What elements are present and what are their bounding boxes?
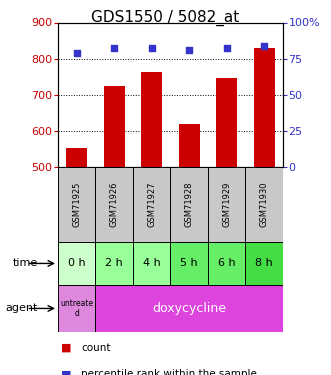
Bar: [133, 242, 170, 285]
Point: [261, 43, 267, 49]
Bar: [170, 167, 208, 242]
Text: GSM71928: GSM71928: [185, 182, 194, 227]
Point: [187, 47, 192, 53]
Bar: [104, 86, 124, 347]
Text: GSM71927: GSM71927: [147, 182, 156, 227]
Text: percentile rank within the sample: percentile rank within the sample: [81, 369, 257, 375]
Bar: [208, 167, 246, 242]
Text: 6 h: 6 h: [218, 258, 236, 268]
Bar: [58, 285, 95, 332]
Point: [74, 50, 79, 56]
Text: 2 h: 2 h: [105, 258, 123, 268]
Text: 8 h: 8 h: [256, 258, 273, 268]
Bar: [208, 242, 246, 285]
Text: 5 h: 5 h: [180, 258, 198, 268]
Text: untreate
d: untreate d: [60, 299, 93, 318]
Text: GDS1550 / 5082_at: GDS1550 / 5082_at: [91, 9, 240, 26]
Bar: [58, 242, 95, 285]
Point: [149, 45, 154, 51]
Text: agent: agent: [6, 303, 38, 313]
Point: [112, 45, 117, 51]
Text: 0 h: 0 h: [68, 258, 85, 268]
Bar: [246, 242, 283, 285]
Bar: [66, 148, 87, 347]
Bar: [254, 48, 274, 347]
Text: ■: ■: [61, 343, 75, 353]
Bar: [246, 167, 283, 242]
Text: time: time: [13, 258, 38, 268]
Text: 4 h: 4 h: [143, 258, 161, 268]
Text: GSM71926: GSM71926: [110, 182, 119, 227]
Bar: [95, 285, 283, 332]
Text: doxycycline: doxycycline: [152, 302, 226, 315]
Text: GSM71925: GSM71925: [72, 182, 81, 227]
Bar: [216, 78, 237, 347]
Point: [224, 45, 229, 51]
Bar: [58, 167, 95, 242]
Bar: [170, 242, 208, 285]
Bar: [95, 167, 133, 242]
Bar: [179, 124, 200, 347]
Bar: [133, 167, 170, 242]
Text: GSM71930: GSM71930: [260, 182, 269, 227]
Text: GSM71929: GSM71929: [222, 182, 231, 227]
Bar: [141, 72, 162, 347]
Bar: [95, 242, 133, 285]
Text: ■: ■: [61, 369, 75, 375]
Text: count: count: [81, 343, 111, 353]
